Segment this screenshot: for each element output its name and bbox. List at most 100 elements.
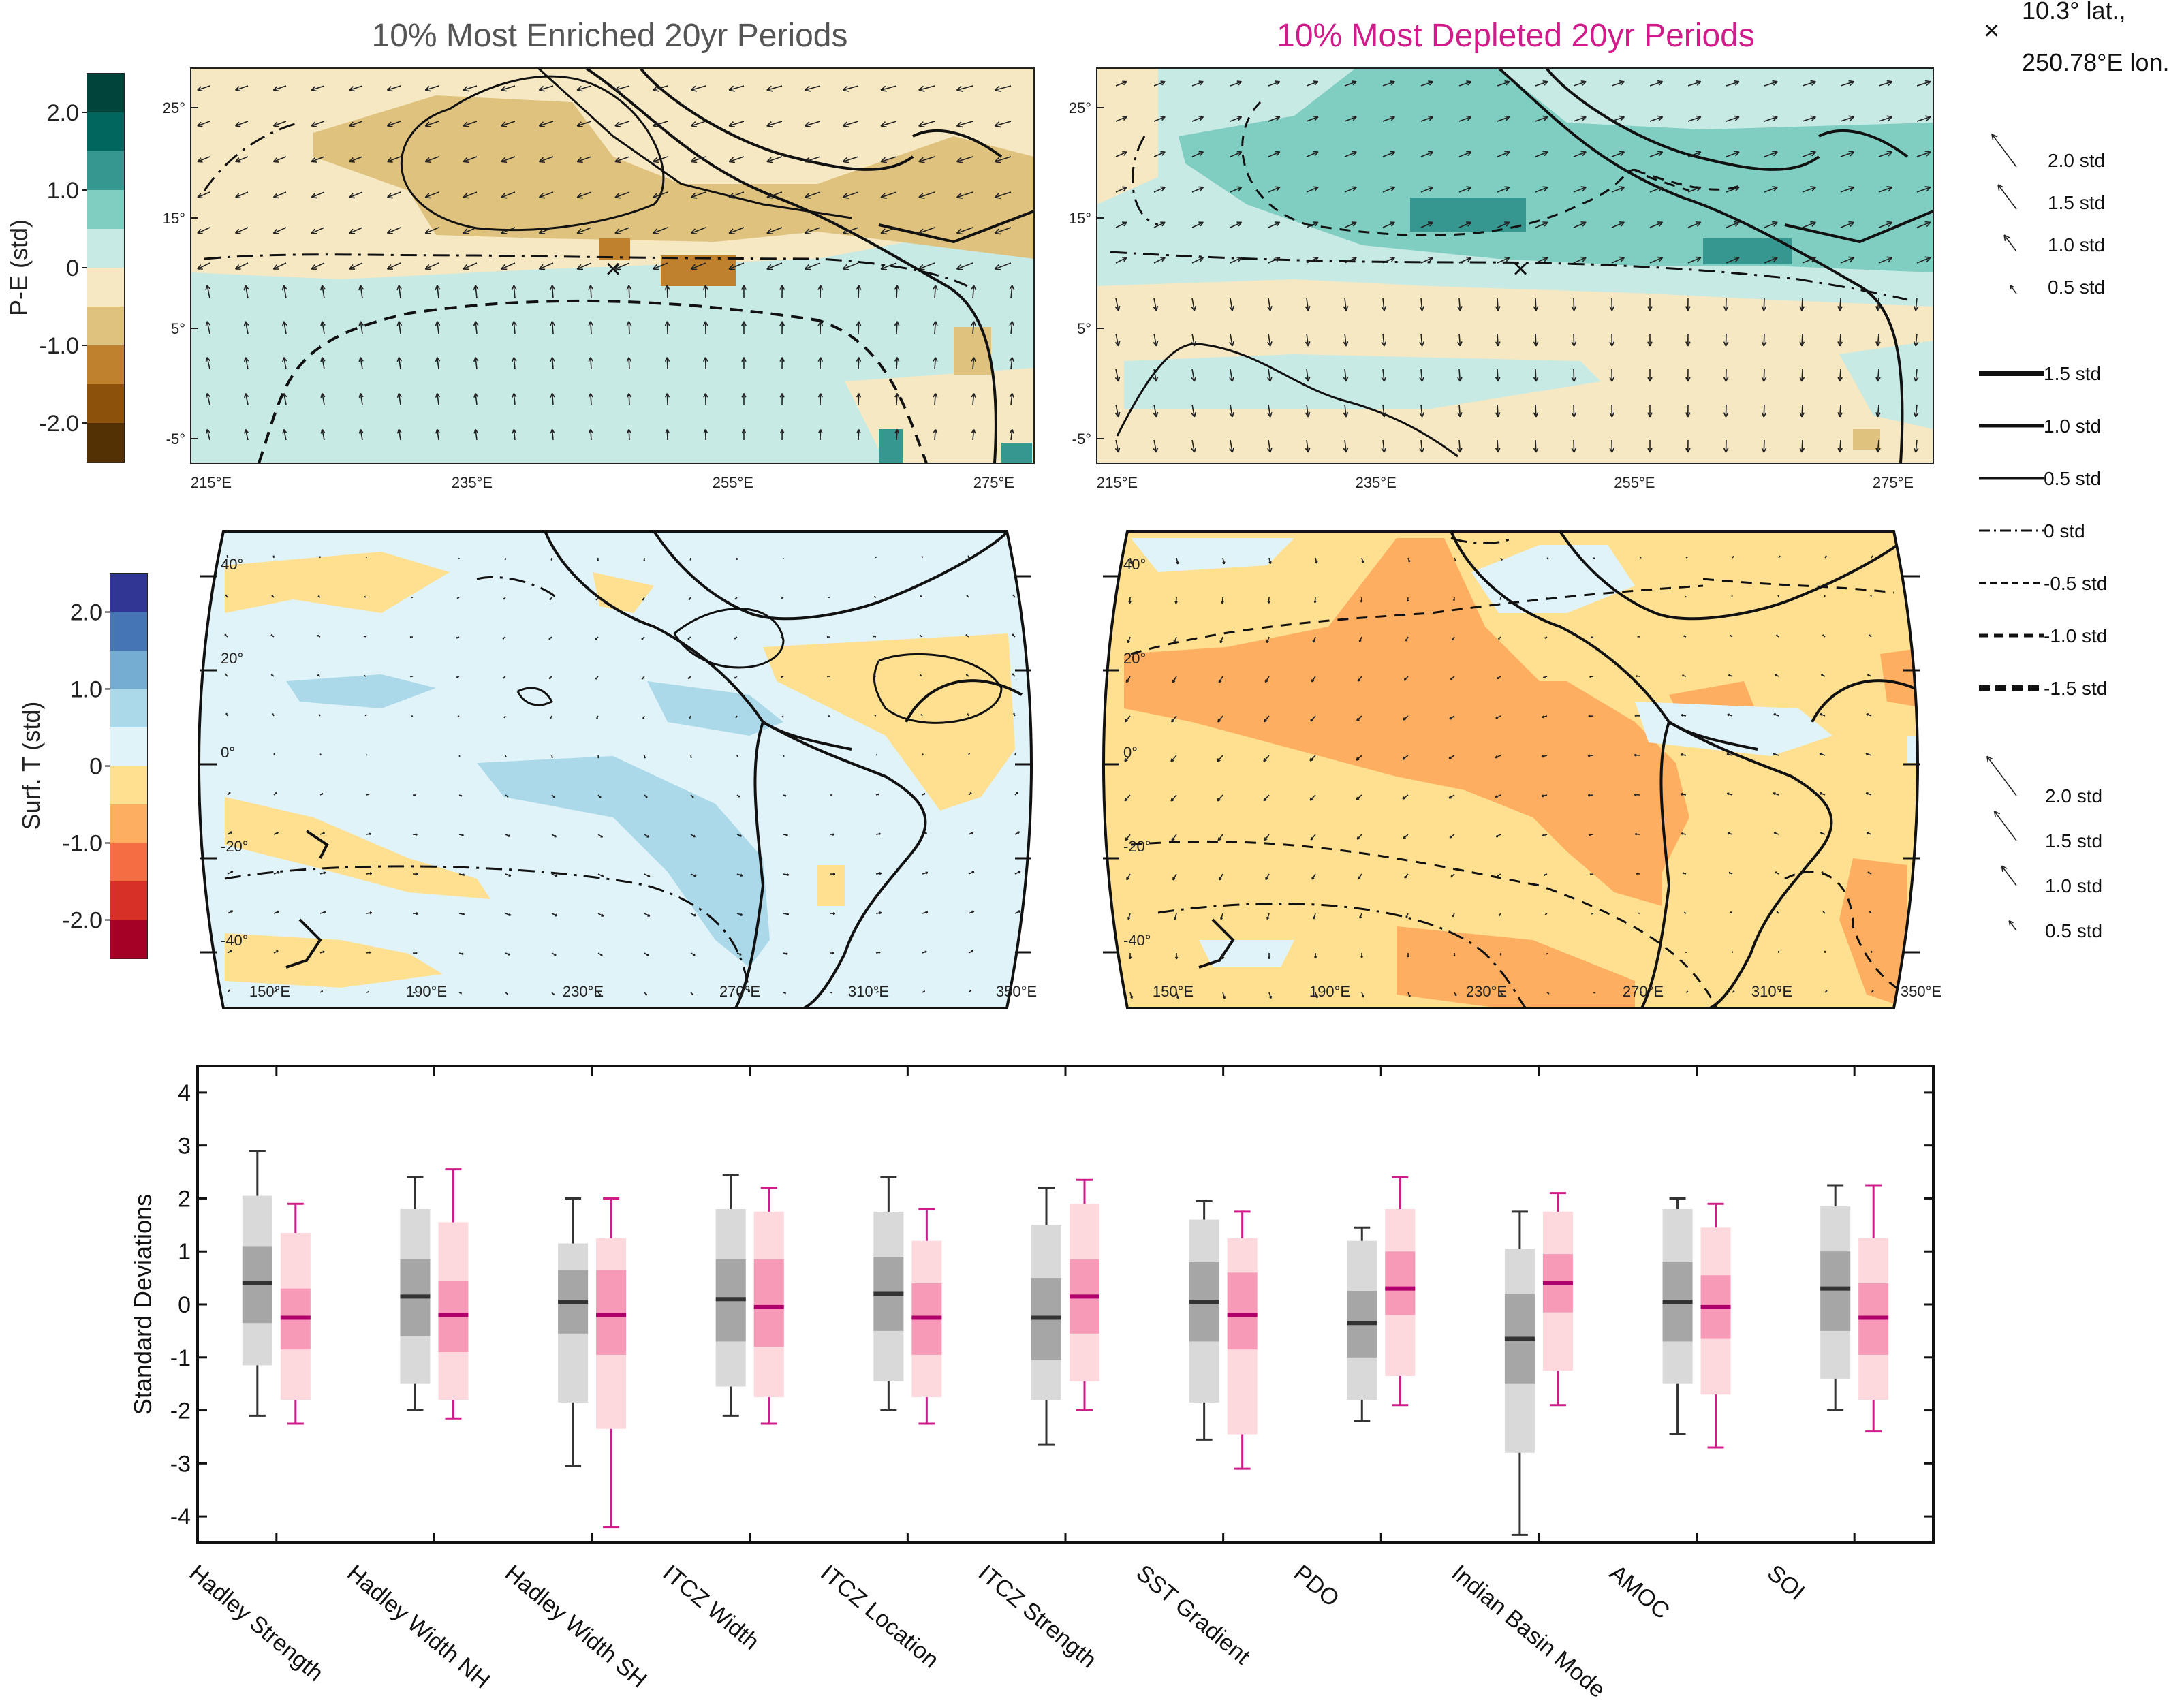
wind-arrow-head bbox=[1779, 990, 1781, 992]
location-marker-depleted: × bbox=[1512, 254, 1528, 284]
wind-arrow-head bbox=[1266, 305, 1273, 311]
wind-arrow-head bbox=[734, 597, 736, 600]
wind-arrow bbox=[501, 85, 516, 91]
wind-arrow bbox=[1344, 257, 1357, 264]
wind-arrow-head bbox=[1356, 757, 1360, 761]
wind-arrow bbox=[235, 121, 249, 127]
wind-arrow-head bbox=[555, 874, 558, 877]
wind-arrow-head bbox=[994, 193, 1001, 199]
pe-cb-cell bbox=[87, 423, 124, 463]
wind-arrow-head bbox=[1360, 956, 1364, 958]
wind-arrow-head bbox=[1504, 115, 1510, 121]
wind-arrow-head bbox=[1191, 305, 1197, 311]
arrow-legend-label: 0.5 std bbox=[2045, 920, 2102, 941]
wind-arrow-head bbox=[463, 264, 469, 270]
wind-arrow bbox=[1264, 715, 1270, 723]
wind-arrow bbox=[1687, 257, 1702, 264]
wind-arrow bbox=[994, 191, 1012, 198]
wind-arrow bbox=[1916, 81, 1931, 87]
wind-arrow-head bbox=[1351, 80, 1357, 86]
wind-arrow bbox=[1726, 221, 1740, 228]
wind-arrow-head bbox=[1866, 832, 1869, 834]
x-tick-label: Hadley Width NH bbox=[342, 1560, 495, 1694]
wind-arrow-head bbox=[277, 871, 280, 874]
legend-arrow bbox=[1993, 811, 2017, 841]
wind-arrow-head bbox=[1837, 306, 1843, 311]
wind-arrow-head bbox=[205, 357, 211, 362]
wind-arrow bbox=[1687, 151, 1702, 157]
wind-arrow-head bbox=[1457, 306, 1463, 311]
wind-arrow-head bbox=[1450, 677, 1453, 680]
wind-arrow-head bbox=[932, 321, 938, 326]
wind-arrow-head bbox=[880, 192, 887, 199]
wind-arrow-head bbox=[1457, 412, 1463, 418]
wind-arrow-head bbox=[918, 121, 925, 128]
wind-arrow bbox=[539, 191, 554, 198]
wind-arrow-head bbox=[463, 193, 469, 199]
wind-arrow bbox=[1268, 151, 1281, 157]
wind-arrow-head bbox=[1266, 376, 1273, 382]
legend-arrow bbox=[2008, 920, 2017, 931]
wind-arrow-head bbox=[693, 834, 696, 838]
wind-arrow-head bbox=[664, 285, 670, 290]
wind-arrow bbox=[1268, 116, 1281, 122]
wind-arrow-head bbox=[1683, 911, 1685, 913]
wind-arrow bbox=[728, 85, 745, 91]
x-tick-label: PDO bbox=[1289, 1560, 1344, 1612]
wind-arrow bbox=[1801, 333, 1803, 347]
wind-arrow bbox=[1306, 369, 1309, 382]
wind-arrow-head bbox=[435, 321, 441, 326]
wind-arrow-head bbox=[501, 121, 508, 127]
wind-arrow-head bbox=[1419, 306, 1424, 311]
wind-arrow-head bbox=[1457, 448, 1463, 453]
wind-arrow-head bbox=[1867, 674, 1869, 676]
y-tick-label: -4 bbox=[170, 1504, 191, 1530]
wind-arrow bbox=[1535, 151, 1548, 157]
wind-arrow-head bbox=[830, 991, 832, 994]
wind-arrow-head bbox=[550, 559, 553, 561]
wind-arrow-head bbox=[817, 357, 824, 362]
wind-arrow bbox=[1497, 257, 1510, 264]
wind-arrow bbox=[1840, 151, 1854, 157]
wind-arrow-head bbox=[1542, 115, 1548, 121]
wind-arrow bbox=[1115, 257, 1127, 264]
wind-arrow bbox=[322, 321, 325, 334]
wind-arrow-head bbox=[693, 953, 696, 956]
wind-arrow-head bbox=[1153, 376, 1159, 382]
wind-arrow-head bbox=[1449, 717, 1452, 720]
wind-arrow-head bbox=[1153, 341, 1159, 347]
x-tick-label: SOI bbox=[1762, 1560, 1809, 1606]
wind-arrow-head bbox=[205, 393, 210, 398]
wind-arrow-head bbox=[786, 912, 790, 916]
wind-arrow-head bbox=[880, 228, 887, 235]
wind-arrow-head bbox=[1723, 377, 1729, 382]
wind-arrow-head bbox=[1457, 341, 1463, 347]
wind-arrow bbox=[1230, 404, 1233, 418]
wind-arrow bbox=[475, 393, 478, 405]
wind-arrow-head bbox=[1466, 80, 1472, 86]
wind-arrow-head bbox=[1016, 792, 1018, 794]
wind-arrow-head bbox=[703, 357, 708, 362]
wind-arrow-head bbox=[1171, 719, 1175, 723]
wind-arrow bbox=[1420, 81, 1433, 87]
map-ticks-mid-depleted: 40° 20° 0° -20° -40° 150°E 190°E 230°E 270°E 310°… bbox=[1103, 556, 1941, 1000]
wind-arrow-head bbox=[877, 793, 879, 796]
wind-arrow-head bbox=[1160, 186, 1166, 191]
wind-arrow bbox=[235, 227, 249, 234]
wind-arrow bbox=[1649, 81, 1663, 87]
wind-arrow-head bbox=[1819, 752, 1822, 755]
wind-arrow-head bbox=[1820, 674, 1823, 676]
wind-arrow-head bbox=[1824, 595, 1826, 597]
wind-arrow-head bbox=[653, 85, 659, 92]
wind-arrow-head bbox=[1761, 377, 1767, 382]
wind-arrow-head bbox=[1871, 555, 1873, 557]
wind-arrow bbox=[235, 191, 249, 198]
wind-arrow-head bbox=[555, 913, 558, 917]
wind-arrow-head bbox=[1311, 679, 1315, 683]
wind-arrow bbox=[273, 85, 287, 91]
wind-arrow bbox=[1420, 404, 1423, 418]
wind-arrow bbox=[1458, 81, 1471, 87]
wind-arrow-head bbox=[1772, 151, 1778, 157]
wind-arrow bbox=[197, 262, 210, 270]
wind-arrow bbox=[1230, 369, 1233, 382]
